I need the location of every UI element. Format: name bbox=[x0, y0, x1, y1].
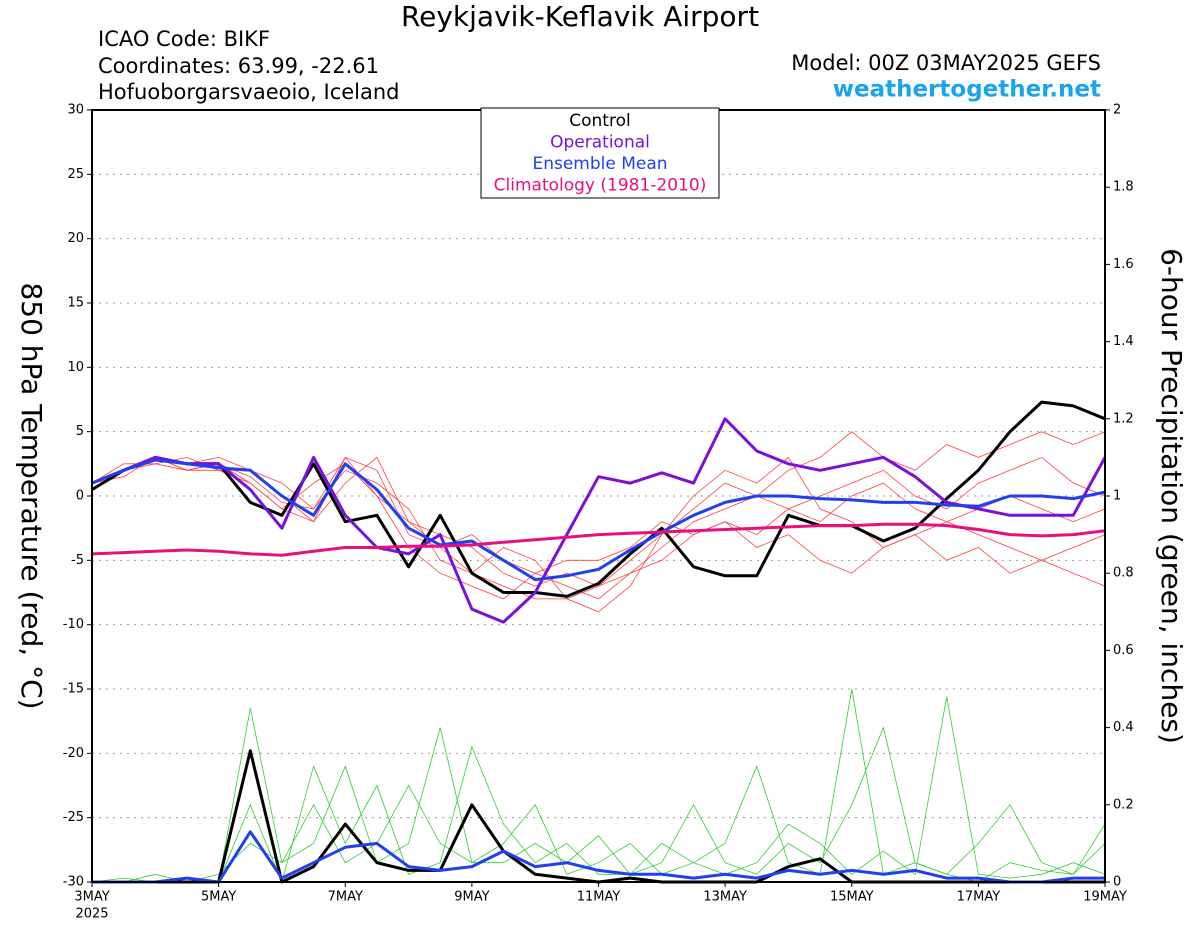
y2-tick-label: 0.4 bbox=[1113, 720, 1134, 735]
y-tick-label: -10 bbox=[63, 617, 84, 632]
x-tick-label: 11MAY bbox=[577, 890, 621, 905]
y-tick-label: 30 bbox=[67, 103, 84, 118]
x-tick-label: 9MAY bbox=[454, 890, 489, 905]
x-tick-label: 19MAY bbox=[1083, 890, 1127, 905]
y2-tick-label: 1.6 bbox=[1113, 257, 1134, 272]
y2-tick-label: 1 bbox=[1113, 489, 1121, 504]
y-tick-label: 25 bbox=[67, 167, 84, 182]
y-axis-label: 850 hPa Temperature (red, °C) bbox=[15, 282, 48, 709]
y-tick-label: -5 bbox=[71, 553, 84, 568]
x-tick-label: 15MAY bbox=[830, 890, 874, 905]
location: Hofuoborgarsvaeoio, Iceland bbox=[98, 80, 400, 104]
site: weathertogether.net bbox=[833, 77, 1101, 103]
y-tick-label: 0 bbox=[76, 489, 84, 504]
ensemble-precip-line bbox=[92, 726, 1106, 883]
y2-tick-label: 2 bbox=[1113, 103, 1121, 118]
y2-tick-label: 0.8 bbox=[1113, 566, 1134, 581]
y2-tick-label: 0.2 bbox=[1113, 797, 1134, 812]
legend-entry: Control bbox=[569, 111, 630, 131]
legend-entry: Climatology (1981-2010) bbox=[494, 176, 707, 196]
y-tick-label: -20 bbox=[63, 746, 84, 761]
x-year-label: 2025 bbox=[75, 907, 108, 922]
x-tick-label: 5MAY bbox=[201, 890, 236, 905]
x-tick-label: 3MAY bbox=[74, 890, 109, 905]
y-tick-label: -30 bbox=[63, 875, 84, 890]
y2-tick-label: 0.6 bbox=[1113, 643, 1134, 658]
coordinates: Coordinates: 63.99, -22.61 bbox=[98, 54, 379, 78]
plot-area bbox=[91, 109, 1107, 884]
series-line bbox=[92, 830, 1105, 884]
series-line bbox=[91, 417, 1107, 624]
y-tick-label: 5 bbox=[76, 424, 84, 439]
ensemble-temp-line bbox=[91, 431, 1106, 600]
y2-tick-label: 0 bbox=[1113, 875, 1121, 890]
y-tick-label: 10 bbox=[67, 360, 84, 375]
x-tick-label: 13MAY bbox=[703, 890, 747, 905]
legend-entry: Operational bbox=[550, 133, 650, 153]
x-tick-label: 17MAY bbox=[957, 890, 1001, 905]
model: Model: 00Z 03MAY2025 GEFS bbox=[791, 51, 1101, 75]
y-tick-label: -25 bbox=[63, 810, 84, 825]
series-line bbox=[91, 400, 1106, 598]
y2-tick-label: 1.4 bbox=[1113, 334, 1134, 349]
series-line bbox=[91, 522, 1106, 557]
y2-tick-label: 1.8 bbox=[1113, 180, 1134, 195]
ensemble-temp-line bbox=[91, 456, 1106, 613]
chart-title: Reykjavik-Keflavik Airport bbox=[401, 0, 759, 33]
legend-entry: Ensemble Mean bbox=[532, 154, 667, 174]
y-tick-label: 20 bbox=[67, 231, 84, 246]
icao: ICAO Code: BIKF bbox=[98, 27, 270, 51]
x-tick-label: 7MAY bbox=[328, 890, 363, 905]
ensemble-precip-line bbox=[91, 696, 1106, 884]
y-tick-label: 15 bbox=[67, 296, 84, 311]
y2-axis-label: 6-hour Precipitation (green, inches) bbox=[1155, 248, 1188, 744]
ensemble-precip-line bbox=[92, 688, 1106, 883]
legend-box bbox=[480, 107, 720, 199]
y2-tick-label: 1.2 bbox=[1113, 411, 1134, 426]
series-line bbox=[91, 458, 1106, 582]
y-tick-label: -15 bbox=[63, 682, 84, 697]
